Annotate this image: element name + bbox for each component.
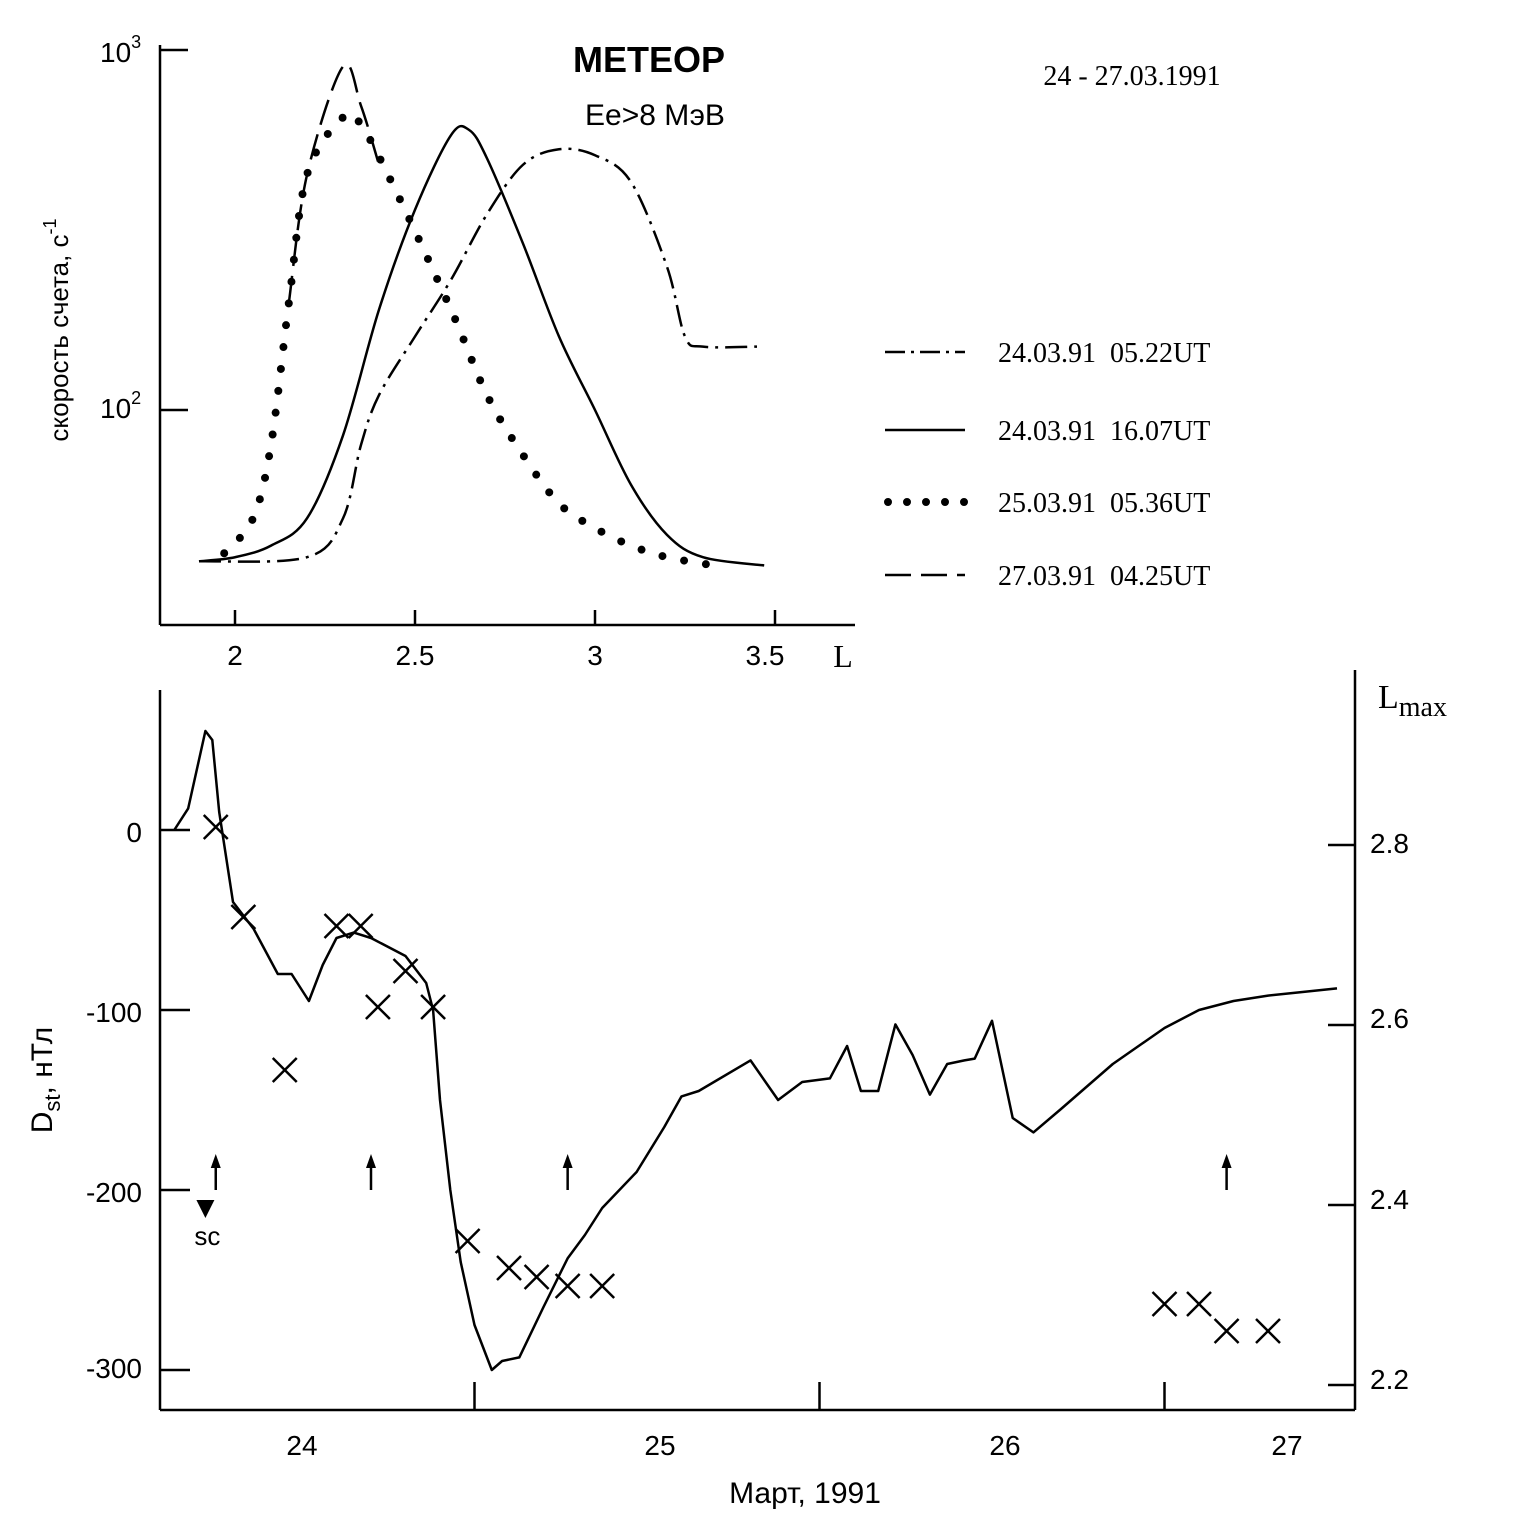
top-series-dashdot	[198, 147, 758, 563]
bottom-xlabel: Март, 1991	[729, 1477, 881, 1510]
legend-label-4: 27.03.91 04.25UT	[998, 561, 1210, 592]
lmax-marker	[1186, 1291, 1212, 1317]
top-ytick-1000: 103	[100, 32, 141, 68]
lmax-marker	[589, 1273, 616, 1299]
top-panel: 103 102 2 2.5 3 3.5 L скорость счета, с-…	[40, 32, 1221, 674]
top-series-solid	[198, 124, 765, 567]
bottom-ytick-minus300: -300	[86, 1353, 142, 1384]
legend-label-2: 24.03.91 16.07UT	[998, 416, 1210, 447]
lmax-marker	[1255, 1318, 1281, 1344]
top-xtick-3: 3	[587, 640, 603, 671]
bottom-panel: 0 -100 -200 -300 2.8 2.6 2.4 2.2 24 25 2…	[26, 670, 1447, 1510]
dst-series-line	[173, 729, 1338, 1372]
bottom-y2tick-2.6: 2.6	[1370, 1003, 1409, 1034]
sc-label: sc	[194, 1221, 220, 1251]
lmax-marker	[230, 904, 257, 930]
legend: 24.03.91 05.22UT 24.03.91 16.07UT 25.03.…	[884, 338, 1210, 592]
bottom-right-label: Lmax	[1378, 679, 1447, 723]
bottom-ytick-minus200: -200	[86, 1177, 142, 1208]
lmax-marker	[420, 994, 446, 1020]
bottom-ytick-0: 0	[126, 817, 142, 848]
lmax-marker	[323, 913, 350, 939]
top-ylabel: скорость счета, с-1	[40, 218, 74, 441]
date-range: 24 - 27.03.1991	[1043, 61, 1220, 92]
top-series-dashed	[287, 62, 381, 302]
bottom-ytick-minus100: -100	[86, 997, 142, 1028]
lmax-marker	[392, 958, 419, 984]
arrow-up-icon	[562, 1154, 573, 1190]
top-ytick-100: 102	[100, 388, 141, 424]
bottom-xtick-25: 25	[644, 1430, 675, 1461]
top-series-dotted	[220, 108, 718, 570]
bottom-y2tick-2.2: 2.2	[1370, 1364, 1409, 1395]
top-xtick-3.5: 3.5	[746, 640, 785, 671]
lmax-marker	[347, 913, 374, 939]
bottom-ylabel: Dst, нТл	[26, 1027, 65, 1134]
legend-label-3: 25.03.91 05.36UT	[998, 488, 1210, 519]
arrow-up-icon	[210, 1154, 221, 1190]
lmax-marker	[1213, 1318, 1240, 1344]
bottom-xtick-24: 24	[286, 1430, 317, 1461]
lmax-marker	[1151, 1291, 1178, 1317]
bottom-y2tick-2.8: 2.8	[1370, 828, 1409, 859]
top-xtick-2: 2	[227, 640, 243, 671]
arrow-up-icon	[1221, 1154, 1232, 1190]
top-xtick-2.5: 2.5	[396, 640, 435, 671]
bottom-xtick-27: 27	[1271, 1430, 1302, 1461]
chart-title: МЕТЕОР	[573, 39, 725, 80]
lmax-marker	[271, 1057, 298, 1083]
lmax-marker	[202, 814, 229, 840]
sc-marker-icon	[196, 1200, 215, 1218]
arrow-up-icon	[366, 1154, 376, 1190]
legend-label-1: 24.03.91 05.22UT	[998, 338, 1210, 369]
chart-subtitle: Ee>8 МэВ	[585, 99, 725, 132]
bottom-xtick-26: 26	[989, 1430, 1020, 1461]
lmax-marker	[523, 1264, 550, 1290]
top-xlabel: L	[833, 638, 853, 674]
lmax-marker	[554, 1273, 581, 1299]
lmax-marker	[454, 1228, 481, 1254]
lmax-marker	[496, 1255, 522, 1281]
lmax-marker	[365, 994, 391, 1020]
bottom-y2tick-2.4: 2.4	[1370, 1184, 1409, 1215]
